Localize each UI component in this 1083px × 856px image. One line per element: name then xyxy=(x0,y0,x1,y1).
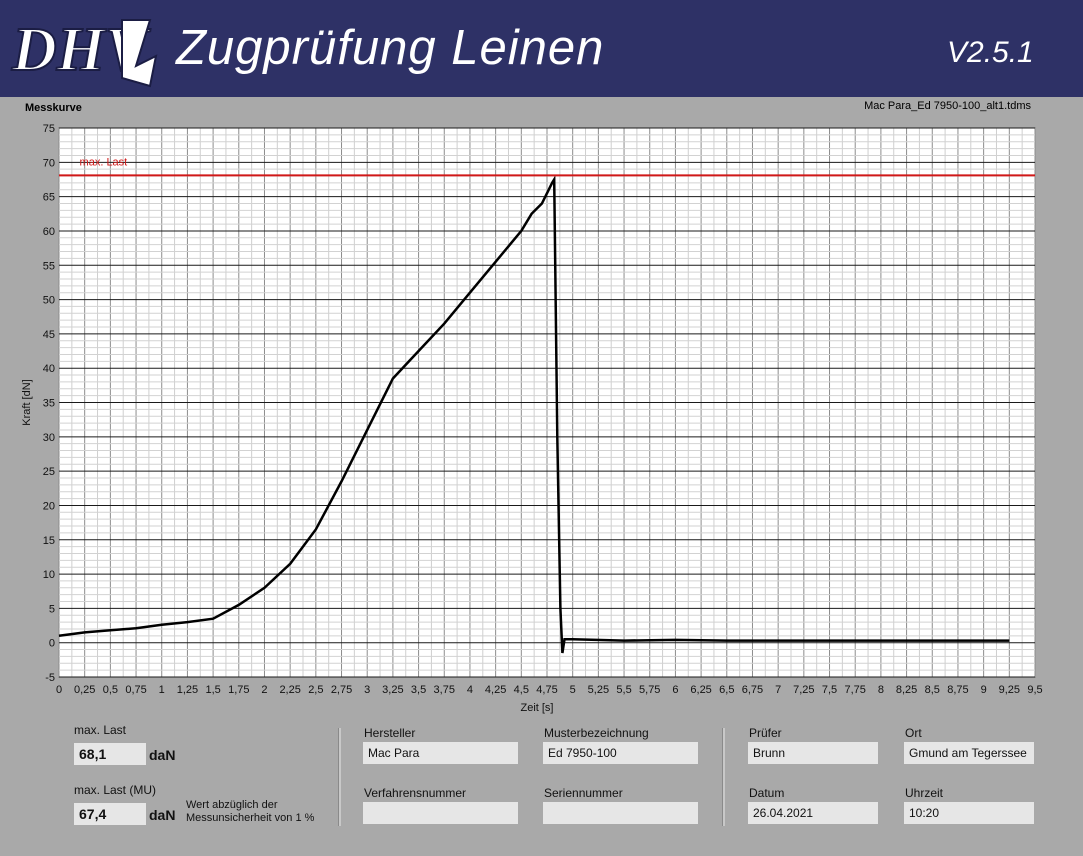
mu-note-line-1: Wert abzüglich der xyxy=(186,799,278,811)
x-tick-label: 5,75 xyxy=(639,684,660,696)
datum-label: Datum xyxy=(749,786,785,800)
y-tick-label: 20 xyxy=(43,500,55,512)
y-tick-label: 50 xyxy=(43,295,55,307)
x-tick-label: 0,5 xyxy=(103,684,118,696)
plot-label: Messkurve xyxy=(25,102,82,114)
x-tick-label: 4,75 xyxy=(536,684,557,696)
x-tick-label: 5 xyxy=(570,684,576,696)
x-tick-label: 9,5 xyxy=(1027,684,1042,696)
y-tick-label: 35 xyxy=(43,398,55,410)
y-tick-label: 55 xyxy=(43,260,55,272)
y-tick-label: -5 xyxy=(45,672,55,684)
hersteller-label: Hersteller xyxy=(364,726,416,740)
y-tick-label: 10 xyxy=(43,569,55,581)
ort-label: Ort xyxy=(905,726,922,740)
y-tick-label: 5 xyxy=(49,603,55,615)
x-tick-label: 9,25 xyxy=(999,684,1020,696)
force-curve-series xyxy=(58,175,1010,654)
mu-note-line-2: Messunsicherheit von 1 % xyxy=(186,812,315,824)
x-tick-label: 6,25 xyxy=(690,684,711,696)
x-tick-label: 5,5 xyxy=(616,684,631,696)
separator xyxy=(338,728,341,826)
seriennummer-label: Seriennummer xyxy=(544,786,623,800)
max-last-mu-unit: daN xyxy=(149,807,176,823)
x-tick-label: 1,75 xyxy=(228,684,249,696)
uhrzeit-label: Uhrzeit xyxy=(905,786,944,800)
y-tick-label: 15 xyxy=(43,535,55,547)
separator xyxy=(722,728,725,826)
ort-field[interactable]: Gmund am Tegerssee xyxy=(904,742,1034,764)
x-tick-label: 6,5 xyxy=(719,684,734,696)
app-header: DHV Zugprüfung Leinen V2.5.1 xyxy=(0,0,1083,97)
y-tick-label: 30 xyxy=(43,432,55,444)
x-tick-label: 3,25 xyxy=(382,684,403,696)
x-tick-label: 6 xyxy=(672,684,678,696)
x-tick-label: 0,75 xyxy=(125,684,146,696)
app-title: Zugprüfung Leinen xyxy=(176,21,605,75)
x-tick-label: 4 xyxy=(467,684,473,696)
x-tick-label: 4,5 xyxy=(514,684,529,696)
x-tick-label: 5,25 xyxy=(588,684,609,696)
x-axis-title: Zeit [s] xyxy=(520,702,553,714)
pruefer-label: Prüfer xyxy=(749,726,782,740)
hersteller-field[interactable]: Mac Para xyxy=(363,742,518,764)
x-tick-label: 0 xyxy=(56,684,62,696)
verfahrensnummer-field[interactable] xyxy=(363,802,518,824)
x-tick-label: 1,25 xyxy=(177,684,198,696)
datum-field[interactable]: 26.04.2021 xyxy=(748,802,878,824)
dhv-logo: DHV xyxy=(10,15,158,88)
musterbezeichnung-field[interactable]: Ed 7950-100 xyxy=(543,742,698,764)
x-tick-label: 6,75 xyxy=(742,684,763,696)
x-tick-label: 8,75 xyxy=(947,684,968,696)
x-tick-label: 7,75 xyxy=(844,684,865,696)
y-tick-label: 75 xyxy=(43,123,55,135)
y-axis-title: Kraft [dN] xyxy=(21,379,33,425)
x-tick-label: 8 xyxy=(878,684,884,696)
pruefer-field[interactable]: Brunn xyxy=(748,742,878,764)
x-tick-label: 7,25 xyxy=(793,684,814,696)
seriennummer-field[interactable] xyxy=(543,802,698,824)
y-tick-label: 70 xyxy=(43,157,55,169)
y-tick-label: 65 xyxy=(43,192,55,204)
max-last-mu-label: max. Last (MU) xyxy=(74,783,157,797)
x-tick-label: 8,25 xyxy=(896,684,917,696)
version-label: V2.5.1 xyxy=(947,36,1034,69)
y-tick-label: 60 xyxy=(43,226,55,238)
x-tick-label: 7 xyxy=(775,684,781,696)
x-tick-label: 1 xyxy=(159,684,165,696)
max-last-label: max. Last xyxy=(74,723,127,737)
x-tick-label: 2 xyxy=(261,684,267,696)
y-tick-label: 40 xyxy=(43,363,55,375)
y-tick-label: 25 xyxy=(43,466,55,478)
y-tick-label: 0 xyxy=(49,638,55,650)
file-name: Mac Para_Ed 7950-100_alt1.tdms xyxy=(864,100,1031,112)
x-tick-label: 9 xyxy=(981,684,987,696)
max-last-unit: daN xyxy=(149,747,176,763)
x-tick-label: 3,5 xyxy=(411,684,426,696)
x-tick-label: 2,25 xyxy=(279,684,300,696)
x-tick-label: 1,5 xyxy=(205,684,220,696)
y-tick-label: 45 xyxy=(43,329,55,341)
x-tick-label: 7,5 xyxy=(822,684,837,696)
x-tick-label: 3,75 xyxy=(434,684,455,696)
mu-note: Wert abzüglich der Messunsicherheit von … xyxy=(186,799,314,825)
x-tick-label: 4,25 xyxy=(485,684,506,696)
x-tick-label: 0,25 xyxy=(74,684,95,696)
x-tick-label: 3 xyxy=(364,684,370,696)
x-tick-label: 8,5 xyxy=(925,684,940,696)
logo-swoosh-icon xyxy=(121,19,158,88)
musterbezeichnung-label: Musterbezeichnung xyxy=(544,726,649,740)
x-tick-label: 2,5 xyxy=(308,684,323,696)
max-load-line-label: max. Last xyxy=(80,156,128,168)
x-tick-label: 2,75 xyxy=(331,684,352,696)
max-last-mu-value: 67,4 xyxy=(74,803,146,825)
uhrzeit-field[interactable]: 10:20 xyxy=(904,802,1034,824)
verfahrensnummer-label: Verfahrensnummer xyxy=(364,786,467,800)
max-last-value: 68,1 xyxy=(74,743,146,765)
